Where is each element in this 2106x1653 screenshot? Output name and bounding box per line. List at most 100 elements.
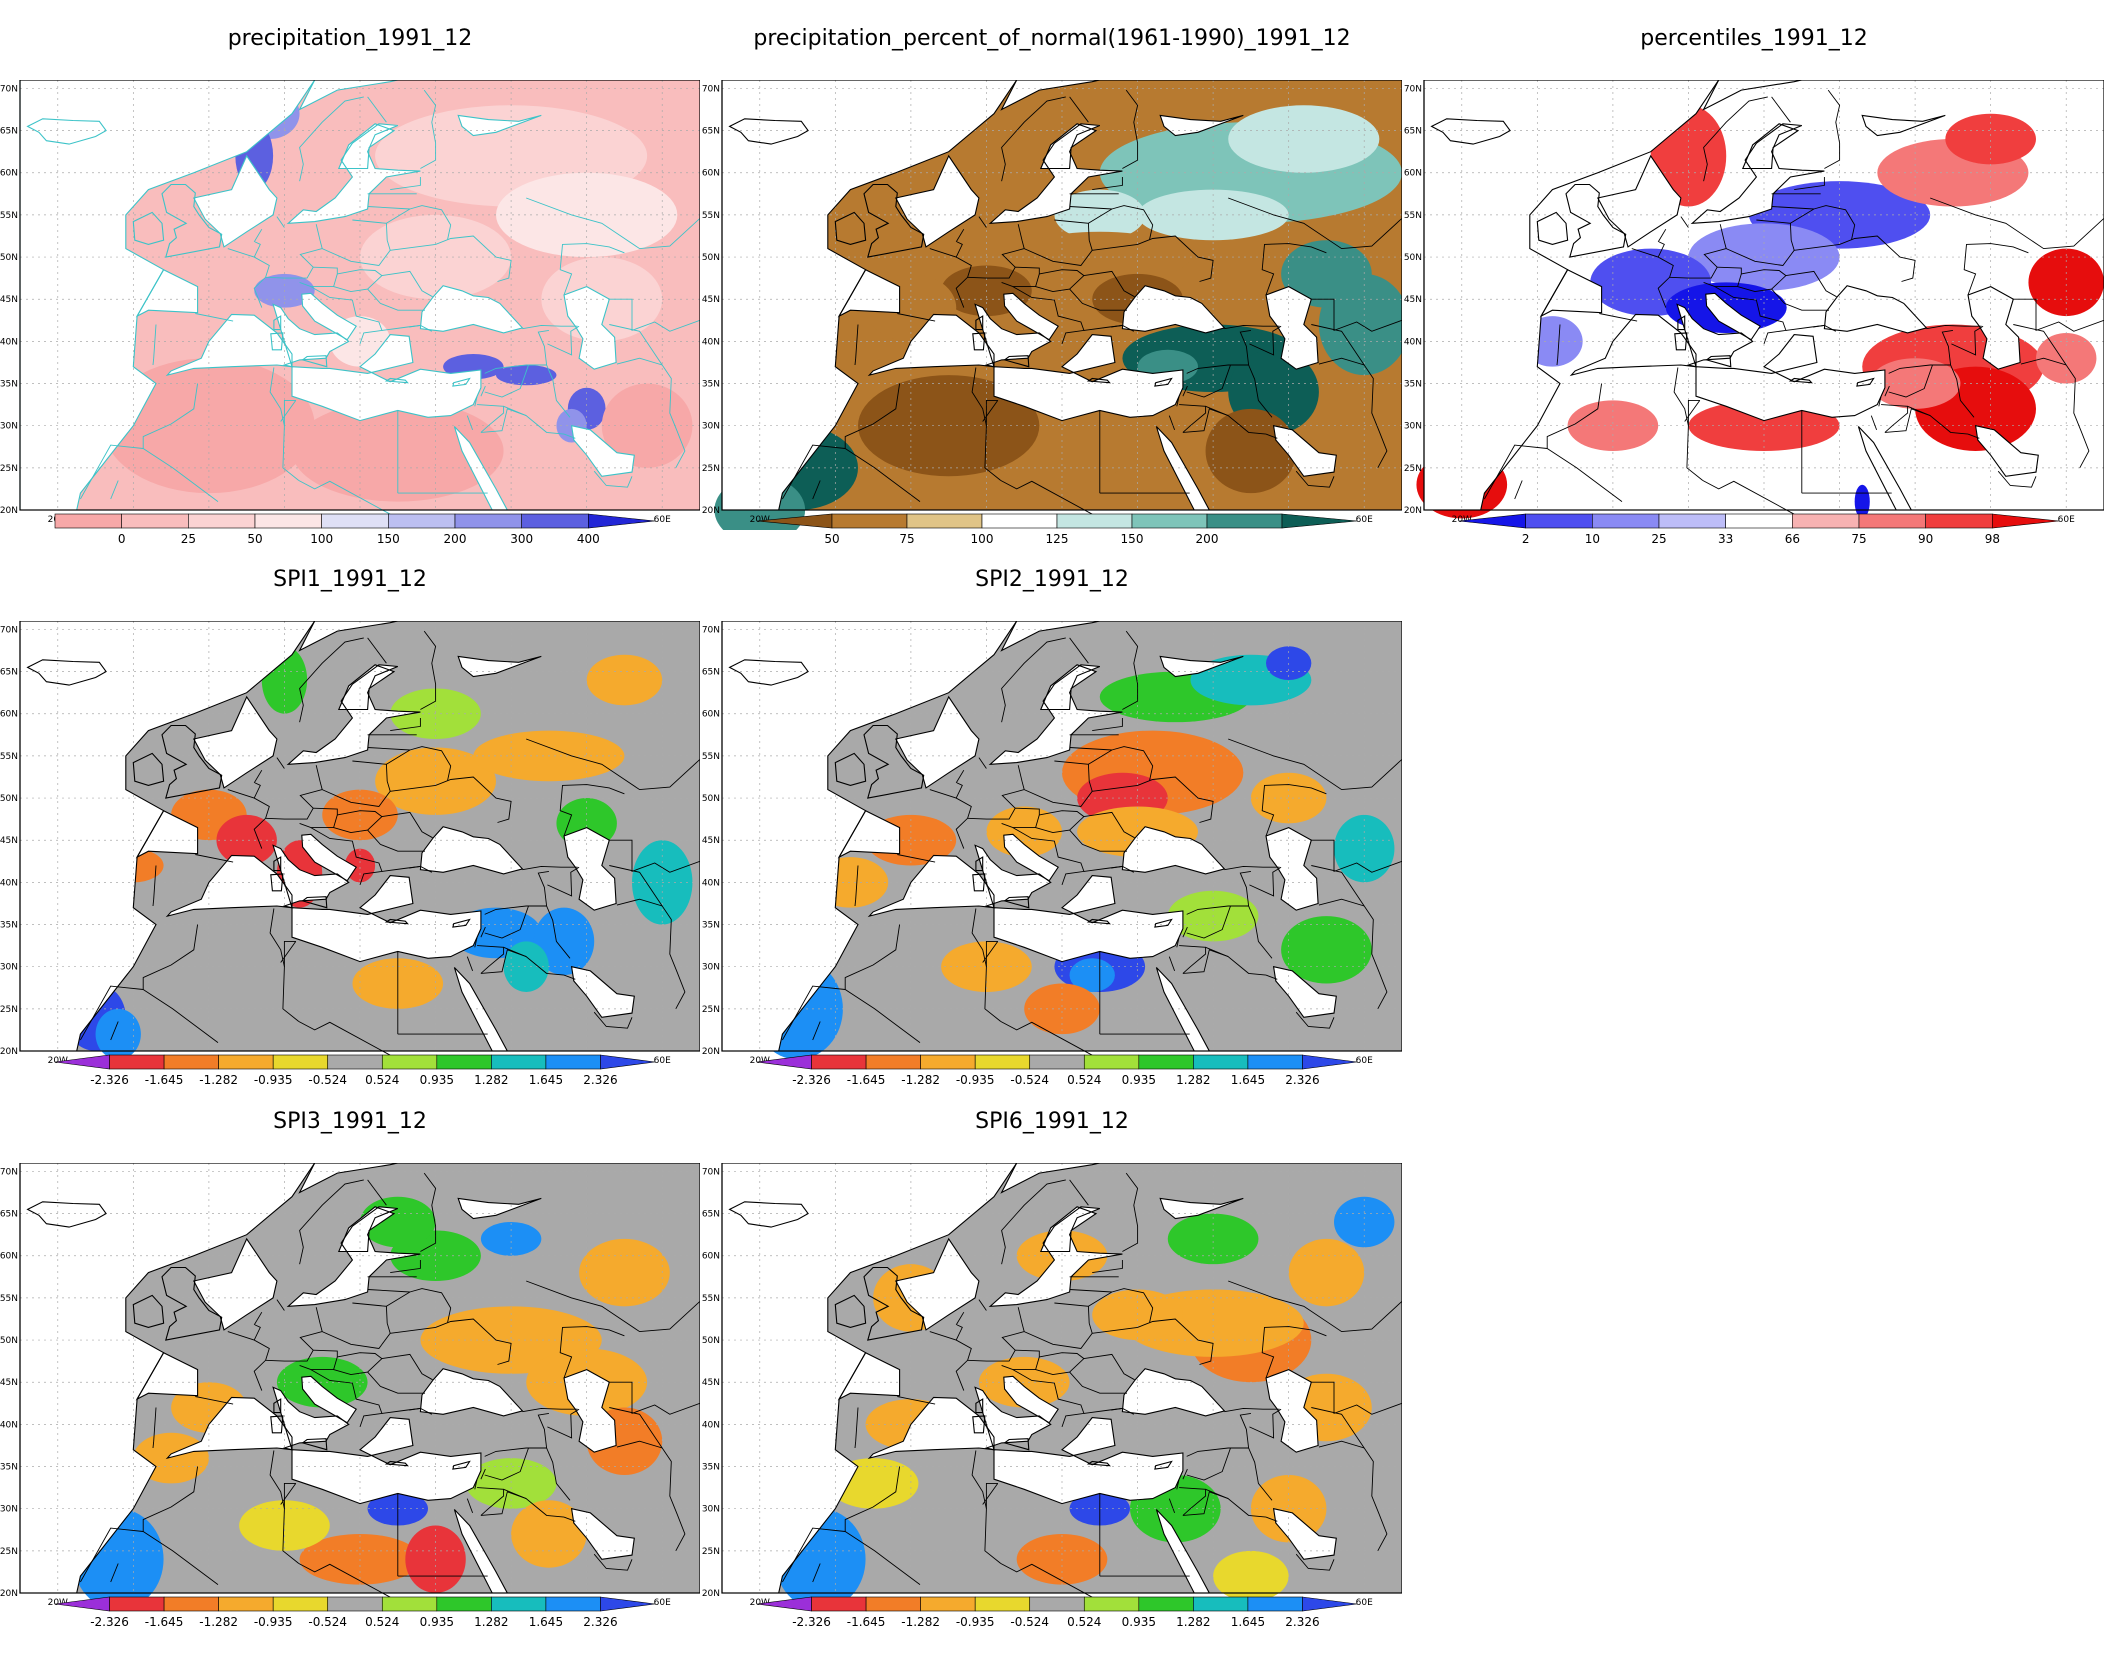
border-line xyxy=(526,1280,700,1333)
border-line xyxy=(1963,243,2029,296)
coastline-sicily xyxy=(301,1438,328,1451)
border-line xyxy=(844,989,921,1043)
border-line xyxy=(782,985,846,1041)
coastline-great-britain xyxy=(863,183,925,258)
border-line xyxy=(409,324,433,332)
border-line xyxy=(283,940,296,967)
coastline-corsica xyxy=(975,856,984,872)
border-line xyxy=(480,408,527,433)
border-line xyxy=(367,829,425,852)
lat-tick-label: 20N xyxy=(0,1047,18,1057)
border-line xyxy=(142,383,199,449)
coastline-sardinia xyxy=(270,873,284,892)
border-line xyxy=(1951,325,1984,356)
border-line xyxy=(142,924,199,990)
lat-tick-label: 55N xyxy=(702,1294,720,1304)
coastline-adriatic xyxy=(1003,1375,1059,1424)
colorbar-swatch xyxy=(1083,1054,1140,1070)
coastline-sardinia xyxy=(972,873,986,892)
coastline-arctic-top xyxy=(298,80,398,111)
border-line xyxy=(1224,324,1280,330)
border-line xyxy=(1069,288,1127,311)
coastline-gulf-of-bothnia xyxy=(1039,664,1098,711)
colorbar-label: -0.935 xyxy=(956,1615,995,1629)
border-line xyxy=(1249,1408,1282,1439)
sea-norwegian-sea-strip xyxy=(722,1163,1017,1593)
border-line xyxy=(1318,1440,1388,1552)
border-line xyxy=(967,224,1025,279)
colorbar-label: 66 xyxy=(1785,532,1800,546)
border-line xyxy=(367,747,410,751)
border-line xyxy=(609,324,663,366)
coastline-great-britain xyxy=(863,724,925,799)
field-patch xyxy=(1137,189,1289,241)
sea-persian-gulf xyxy=(1273,425,1337,477)
lat-tick-label: 65N xyxy=(0,1210,18,1220)
lat-tick-label: 25N xyxy=(702,1547,720,1557)
lat-tick-label: 45N xyxy=(1404,295,1422,305)
colorbar: 0 25 50 100 150 200 300 400 xyxy=(54,513,656,546)
sea-baltic-sea xyxy=(288,664,421,765)
colorbar-swatch xyxy=(109,1054,165,1070)
border-line xyxy=(929,789,972,849)
coastline-white-sea xyxy=(457,1197,542,1220)
sea-red-sea xyxy=(454,426,508,510)
border-line xyxy=(1631,248,1674,308)
border-line xyxy=(110,1563,119,1583)
border-line xyxy=(1295,470,1335,488)
colorbar-swatch xyxy=(1138,1054,1194,1070)
map-svg: 70N65N60N55N50N45N40N35N30N25N20N20W10W0… xyxy=(0,80,700,525)
lat-tick-label: 35N xyxy=(0,380,18,390)
border-line xyxy=(1703,96,1768,182)
coastline-caspian-sea xyxy=(563,826,617,911)
coastline-adriatic xyxy=(301,833,357,882)
colorbar-swatch xyxy=(381,1596,438,1612)
border-line xyxy=(1069,829,1127,852)
coastline-north-sea xyxy=(192,154,278,248)
border-line xyxy=(2013,324,2067,366)
field-patch xyxy=(2036,332,2097,384)
border-line xyxy=(1771,96,1791,123)
border-line xyxy=(253,782,261,799)
coastline-bay-of-biscay xyxy=(837,1351,901,1401)
colorbar-label: -0.935 xyxy=(956,1073,995,1087)
border-line xyxy=(1318,357,1388,469)
colorbar-swatch xyxy=(920,1054,976,1070)
sea-north-sea xyxy=(193,155,277,247)
field-patch xyxy=(1281,916,1372,984)
colorbar-label: 0.524 xyxy=(1067,1615,1101,1629)
border-line xyxy=(298,1563,391,1598)
coastline-black-sea xyxy=(419,1368,524,1417)
border-line xyxy=(1001,807,1040,829)
field-patch xyxy=(1567,400,1659,451)
border-line xyxy=(1069,747,1112,751)
lat-tick-label: 30N xyxy=(702,1505,720,1515)
colorbar-arrow-left xyxy=(54,1054,110,1070)
lon-tick-label: 20W xyxy=(750,1056,770,1066)
coastline-bay-of-biscay xyxy=(135,1351,199,1401)
colorbar: -2.326 -1.645 -1.282 -0.935 -0.524 0.524 0.935… xyxy=(54,1596,656,1629)
coastline-crete xyxy=(1086,918,1111,925)
map-panel-spi3: SPI3_1991_12 70N 65N 60N 55N 50N 45N 40N 35N 30N… xyxy=(0,1108,700,1653)
border-line xyxy=(466,956,474,972)
border-line xyxy=(967,1307,1025,1362)
border-line xyxy=(1546,448,1623,502)
coastline-sicily xyxy=(1705,355,1732,368)
lat-tick-label: 55N xyxy=(0,211,18,221)
border-line xyxy=(1092,235,1214,282)
map-svg: 70N65N60N55N50N45N40N35N30N25N20N20W10W0… xyxy=(702,1163,1402,1610)
sea-white-sea xyxy=(1160,1198,1244,1219)
sea-baltic-sea xyxy=(990,1206,1123,1307)
sea-adriatic xyxy=(1003,293,1059,340)
border-line xyxy=(474,937,478,948)
border-line xyxy=(390,235,512,282)
border-line xyxy=(1069,96,1089,123)
colorbar-label: -1.645 xyxy=(145,1615,184,1629)
lat-tick-label: 45N xyxy=(702,836,720,846)
border-line xyxy=(563,1516,576,1522)
border-line xyxy=(1907,405,1969,435)
colorbar-label: 25 xyxy=(1651,532,1666,546)
lat-tick-label: 35N xyxy=(702,921,720,931)
colorbar-arrow-left xyxy=(756,1596,812,1612)
border-line xyxy=(1997,470,2037,488)
